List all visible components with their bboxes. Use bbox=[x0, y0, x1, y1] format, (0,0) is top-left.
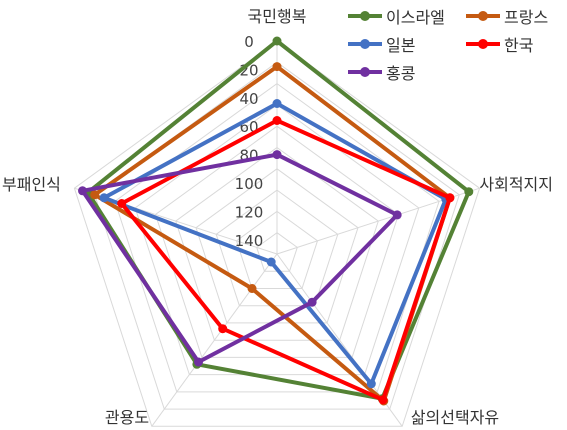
legend-item-france: 프랑스 bbox=[466, 6, 549, 27]
legend-label-france: 프랑스 bbox=[504, 8, 549, 27]
data-point-1-4 bbox=[90, 190, 100, 200]
data-point-2-0 bbox=[272, 99, 282, 108]
data-point-4-4 bbox=[78, 186, 87, 196]
legend-swatch-japan bbox=[348, 39, 382, 49]
series-line-1 bbox=[92, 64, 452, 403]
series-line-3 bbox=[119, 118, 452, 402]
axis-label-1: 사회적지지 bbox=[479, 175, 553, 194]
data-point-1-3 bbox=[247, 284, 257, 293]
axis-label-4: 부패인식 bbox=[2, 175, 61, 194]
grid-ring bbox=[73, 40, 481, 427]
data-point-4-1 bbox=[392, 210, 402, 220]
radial-tick-label: 100 bbox=[235, 175, 264, 193]
data-point-4-0 bbox=[272, 150, 282, 160]
series-line-4 bbox=[80, 152, 400, 364]
grid-ring bbox=[235, 210, 319, 289]
radial-tick-label: 140 bbox=[235, 232, 264, 250]
legend-item-korea: 한국 bbox=[466, 34, 534, 55]
radar-series bbox=[78, 36, 474, 406]
radial-tick-label: 40 bbox=[239, 90, 258, 108]
radial-tick-label: 0 bbox=[244, 33, 254, 51]
axis-label-0: 국민행복 bbox=[248, 7, 307, 26]
legend-item-israel: 이스라엘 bbox=[348, 6, 445, 27]
grid-ring bbox=[215, 189, 339, 307]
legend-label-japan: 일본 bbox=[386, 36, 416, 55]
legend-label-korea: 한국 bbox=[504, 36, 534, 55]
data-point-3-3 bbox=[218, 324, 228, 334]
data-point-3-2 bbox=[378, 395, 388, 405]
data-point-0-0 bbox=[272, 36, 282, 46]
radar-spokes bbox=[74, 41, 480, 427]
data-point-3-0 bbox=[272, 116, 282, 125]
spoke-line bbox=[151, 253, 278, 427]
axis-label-2: 삶의선택자유 bbox=[411, 408, 499, 427]
grid-ring bbox=[154, 125, 400, 358]
legend-swatch-hongkong bbox=[348, 67, 382, 77]
series-line-0 bbox=[85, 39, 471, 401]
data-point-3-1 bbox=[445, 193, 455, 203]
data-point-2-2 bbox=[366, 379, 376, 389]
data-point-2-4 bbox=[99, 193, 109, 203]
data-point-4-2 bbox=[307, 297, 317, 307]
legend-swatch-korea bbox=[466, 39, 500, 49]
radial-tick-label: 120 bbox=[235, 203, 264, 221]
data-point-0-1 bbox=[464, 187, 474, 197]
legend: 이스라엘 프랑스 일본 한국 홍콩 bbox=[348, 6, 563, 86]
series-3 bbox=[117, 116, 455, 405]
legend-label-hongkong: 홍콩 bbox=[386, 64, 416, 83]
legend-swatch-israel bbox=[348, 11, 382, 21]
legend-label-israel: 이스라엘 bbox=[386, 8, 445, 27]
legend-item-japan: 일본 bbox=[348, 34, 416, 55]
data-point-4-3 bbox=[194, 357, 203, 367]
legend-swatch-france bbox=[466, 11, 500, 21]
axis-label-3: 관용도 bbox=[105, 408, 149, 427]
series-4 bbox=[78, 150, 402, 367]
grid-ring bbox=[134, 104, 420, 376]
data-point-2-3 bbox=[266, 257, 276, 267]
data-point-1-0 bbox=[272, 62, 282, 72]
legend-item-hongkong: 홍콩 bbox=[348, 62, 416, 83]
data-point-3-4 bbox=[117, 199, 127, 208]
grid-ring bbox=[175, 146, 379, 341]
